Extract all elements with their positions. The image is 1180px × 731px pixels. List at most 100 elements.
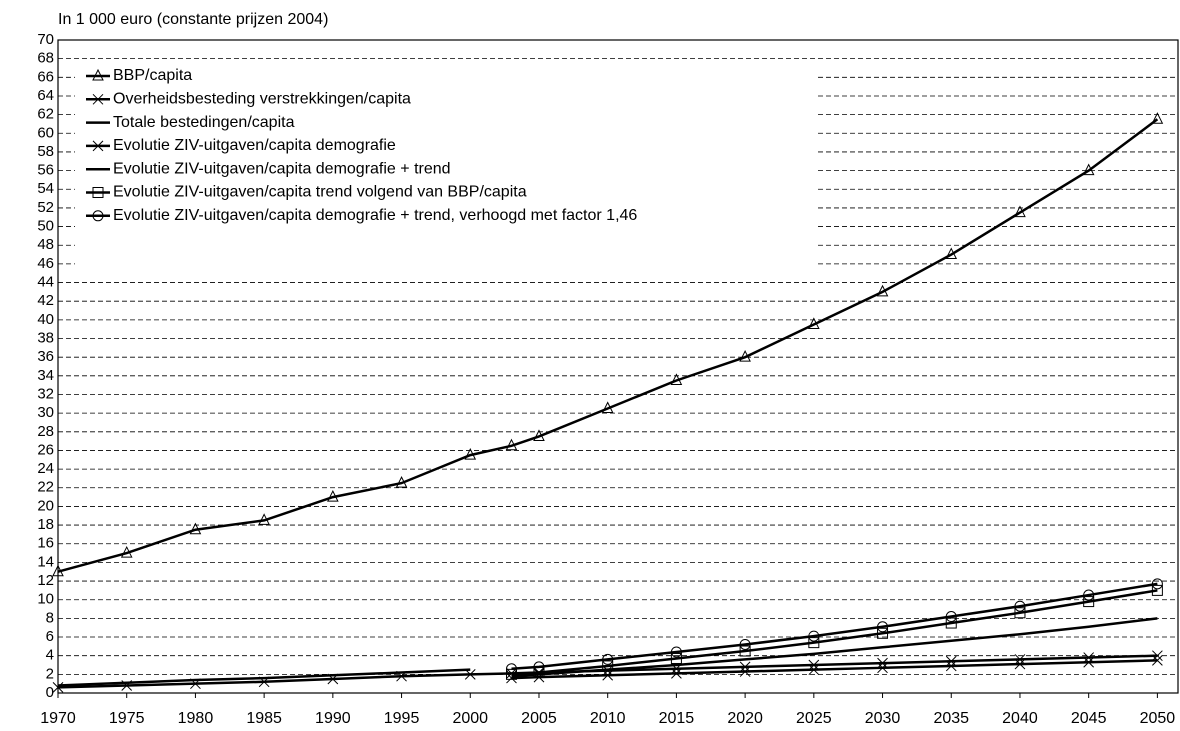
marker bbox=[739, 645, 751, 657]
marker bbox=[877, 662, 888, 674]
marker bbox=[808, 664, 820, 676]
marker bbox=[739, 350, 751, 362]
marker bbox=[1151, 112, 1164, 124]
marker bbox=[505, 668, 517, 680]
y-tick-label: 42 bbox=[37, 292, 54, 309]
marker bbox=[945, 611, 957, 623]
y-tick-label: 66 bbox=[37, 68, 54, 85]
y-tick-label: 0 bbox=[46, 684, 54, 701]
legend-label: BBP/capita bbox=[113, 67, 192, 84]
x-tick-label: 1980 bbox=[178, 710, 214, 727]
legend-label: Evolutie ZIV-uitgaven/capita demografie … bbox=[113, 160, 451, 177]
y-tick-label: 48 bbox=[37, 236, 54, 253]
x-tick-label: 1990 bbox=[315, 710, 351, 727]
y-tick-label: 28 bbox=[37, 423, 54, 440]
y-tick-label: 62 bbox=[37, 106, 54, 123]
marker bbox=[601, 401, 614, 413]
marker bbox=[258, 513, 270, 525]
marker bbox=[808, 630, 820, 642]
y-tick-label: 40 bbox=[37, 311, 54, 328]
marker bbox=[1014, 658, 1026, 670]
marker bbox=[945, 617, 957, 629]
marker bbox=[739, 638, 751, 650]
marker bbox=[877, 621, 889, 633]
x-tick-label: 2010 bbox=[590, 710, 626, 727]
y-tick-label: 44 bbox=[37, 274, 54, 291]
y-tick-label: 26 bbox=[37, 441, 54, 458]
marker bbox=[808, 637, 820, 649]
x-tick-label: 2000 bbox=[452, 710, 488, 727]
x-tick-label: 2030 bbox=[865, 710, 901, 727]
legend-label: Evolutie ZIV-uitgaven/capita demografie bbox=[113, 137, 396, 154]
y-tick-label: 38 bbox=[37, 329, 54, 346]
marker bbox=[670, 373, 683, 385]
marker bbox=[1152, 650, 1163, 662]
marker bbox=[1152, 654, 1163, 666]
marker bbox=[189, 522, 202, 535]
marker bbox=[945, 247, 958, 260]
marker bbox=[533, 661, 545, 673]
marker bbox=[92, 140, 104, 152]
y-tick-label: 2 bbox=[46, 665, 54, 682]
y-tick-label: 58 bbox=[37, 143, 54, 160]
x-tick-label: 2050 bbox=[1140, 710, 1176, 727]
marker bbox=[1083, 596, 1095, 608]
marker bbox=[1083, 589, 1095, 601]
legend-label: Overheidsbesteding verstrekkingen/capita bbox=[113, 91, 411, 108]
y-tick-label: 18 bbox=[37, 516, 54, 533]
x-tick-label: 1970 bbox=[40, 710, 76, 727]
marker bbox=[602, 669, 614, 681]
series-line bbox=[57, 668, 471, 687]
y-tick-label: 16 bbox=[37, 535, 54, 552]
marker bbox=[1083, 656, 1095, 668]
marker bbox=[92, 187, 104, 198]
marker bbox=[533, 429, 545, 441]
y-tick-label: 46 bbox=[37, 255, 54, 272]
legend-box bbox=[75, 62, 815, 276]
series-line bbox=[57, 118, 1159, 573]
y-tick-label: 6 bbox=[46, 628, 54, 645]
series-line bbox=[511, 582, 1158, 670]
marker bbox=[120, 545, 133, 558]
x-tick-label: 2025 bbox=[796, 710, 832, 727]
marker bbox=[670, 646, 682, 658]
legend-label: Evolutie ZIV-uitgaven/capita demografie … bbox=[113, 207, 637, 224]
marker bbox=[327, 489, 339, 502]
y-tick-label: 54 bbox=[37, 180, 54, 197]
y-tick-label: 24 bbox=[37, 460, 54, 477]
legend-label: Evolutie ZIV-uitgaven/capita trend volge… bbox=[113, 184, 527, 201]
x-tick-label: 2020 bbox=[727, 710, 763, 727]
y-tick-label: 30 bbox=[37, 404, 54, 421]
series-line bbox=[511, 617, 1158, 678]
y-tick-label: 14 bbox=[37, 553, 54, 570]
marker bbox=[671, 668, 682, 679]
x-tick-label: 1995 bbox=[384, 710, 420, 727]
x-tick-label: 1975 bbox=[109, 710, 145, 727]
y-tick-label: 8 bbox=[46, 609, 54, 626]
marker bbox=[602, 653, 614, 665]
marker bbox=[92, 68, 104, 81]
y-tick-label: 60 bbox=[37, 124, 54, 141]
marker bbox=[1151, 578, 1163, 590]
y-tick-label: 20 bbox=[37, 497, 54, 514]
marker bbox=[877, 627, 889, 639]
marker bbox=[1014, 607, 1026, 619]
y-tick-label: 52 bbox=[37, 199, 54, 216]
x-tick-label: 2045 bbox=[1071, 710, 1107, 727]
y-tick-label: 70 bbox=[37, 31, 54, 48]
marker bbox=[464, 448, 477, 460]
marker bbox=[52, 682, 64, 693]
marker bbox=[92, 210, 104, 222]
y-tick-label: 12 bbox=[37, 572, 54, 589]
y-tick-label: 34 bbox=[37, 367, 54, 384]
marker bbox=[1082, 163, 1095, 176]
y-tick-label: 36 bbox=[37, 348, 54, 365]
marker bbox=[739, 666, 751, 677]
marker bbox=[1014, 205, 1026, 218]
marker bbox=[602, 660, 614, 672]
marker bbox=[876, 284, 889, 297]
chart-title: In 1 000 euro (constante prijzen 2004) bbox=[58, 11, 328, 28]
y-tick-label: 32 bbox=[37, 385, 54, 402]
y-tick-label: 64 bbox=[37, 87, 54, 104]
x-tick-label: 2005 bbox=[521, 710, 557, 727]
